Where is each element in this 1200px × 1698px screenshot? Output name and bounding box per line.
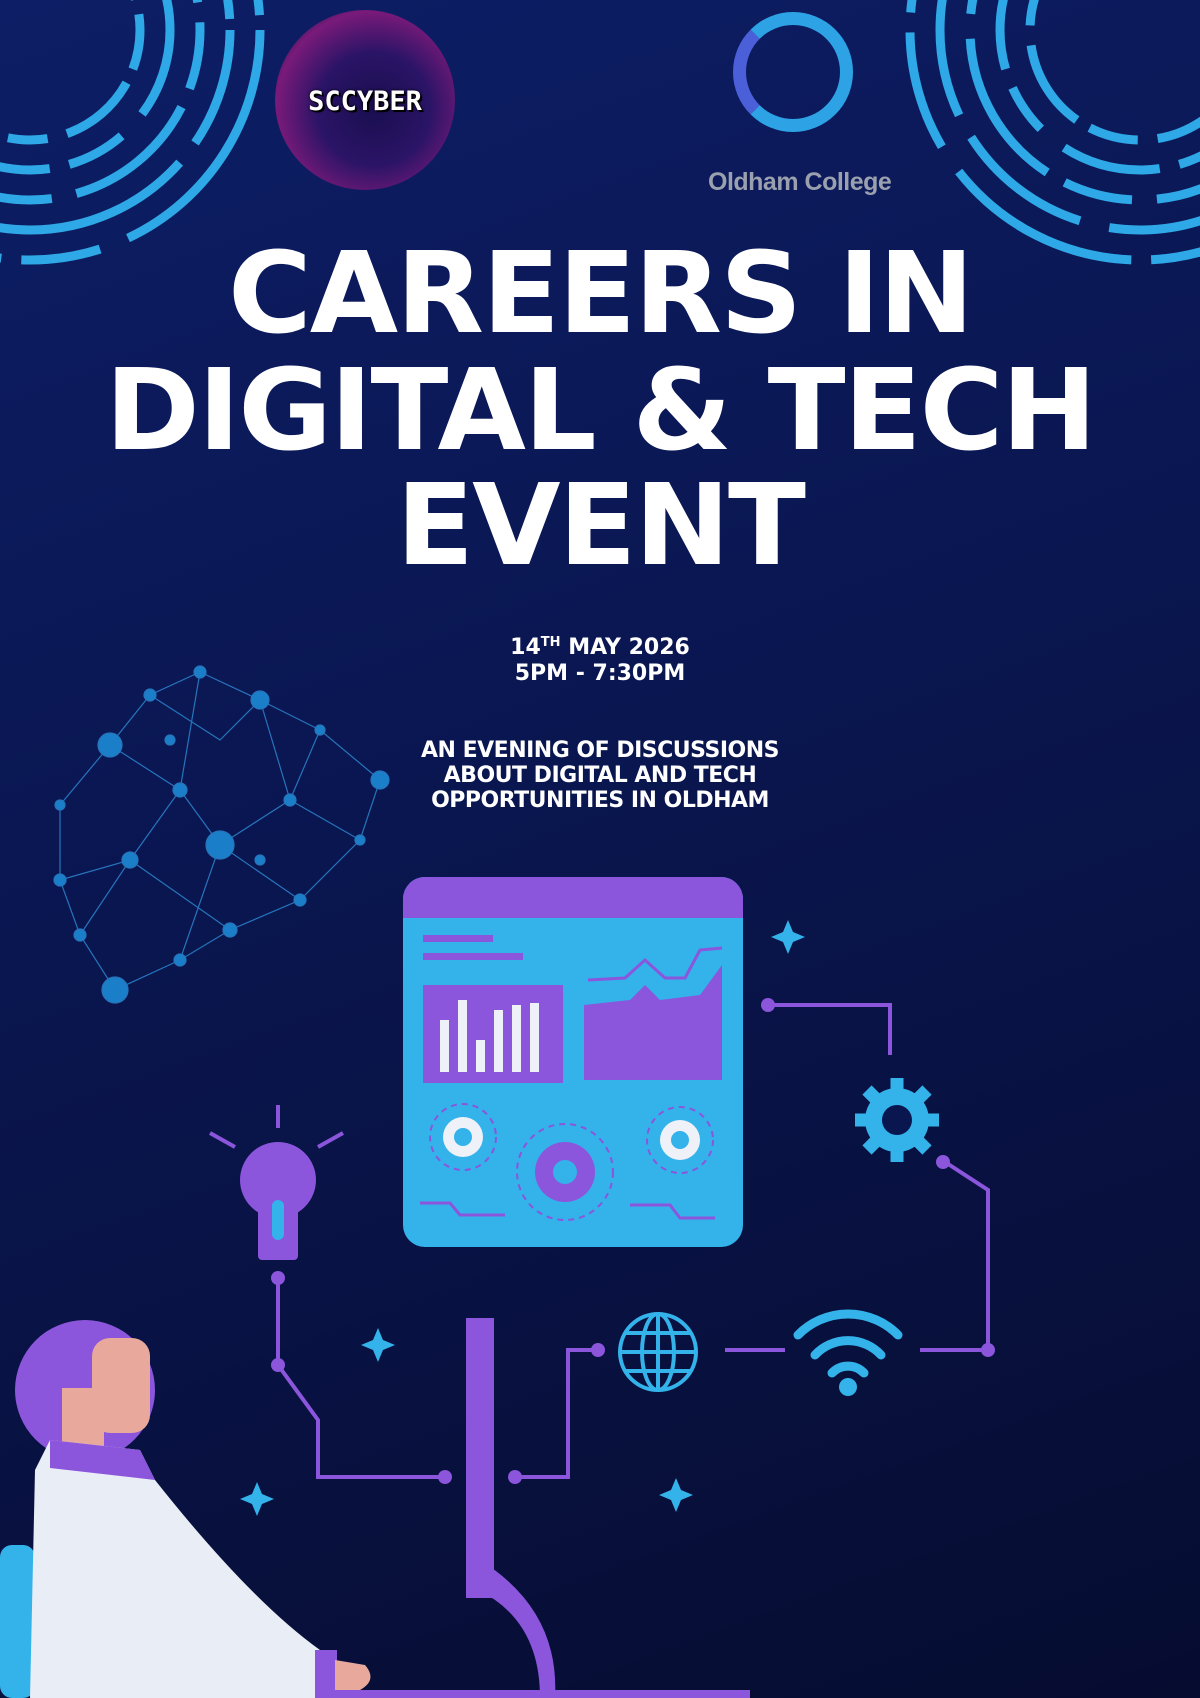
brain-network-icon [53,665,390,1004]
monitor-stand [466,1318,556,1698]
gear-icon [660,1120,700,1160]
dashboard-icon [403,877,743,1247]
sccyber-logo-text: SCCYBER [308,86,422,117]
title-line-2: DIGITAL & TECH [105,346,1097,476]
gear-icon [855,1078,939,1162]
oldham-college-logo-text: Oldham College [708,168,892,196]
description-line: OPPORTUNITIES IN OLDHAM [431,788,769,813]
event-datetime: 14TH MAY 2026 5PM - 7:30PM [0,630,1200,687]
sparkle-icon [240,920,805,1516]
event-date: 14TH MAY 2026 [0,630,1200,661]
event-description: AN EVENING OF DISCUSSIONS ABOUT DIGITAL … [0,738,1200,813]
concentric-arcs-right-icon [905,0,1200,265]
event-time: 5PM - 7:30PM [514,661,686,686]
wifi-icon [793,1309,903,1378]
date-day: 14 [510,635,541,660]
person-at-desk-illustration [0,1320,750,1698]
oldham-college-logo-ring-icon [733,12,853,132]
date-month-year: MAY 2026 [560,635,690,660]
title-line-3: EVENT [396,461,806,591]
description-line: ABOUT DIGITAL AND TECH [443,763,757,788]
concentric-arcs-left-icon [0,0,265,265]
globe-icon [618,1312,698,1392]
title-line-1: CAREERS IN [227,229,974,359]
gear-icon [535,1142,595,1202]
date-suffix: TH [540,635,561,650]
lightbulb-icon [209,1105,344,1260]
description-line: AN EVENING OF DISCUSSIONS [421,738,779,763]
sccyber-logo: SCCYBER [275,10,455,190]
gear-icon [443,1117,483,1157]
